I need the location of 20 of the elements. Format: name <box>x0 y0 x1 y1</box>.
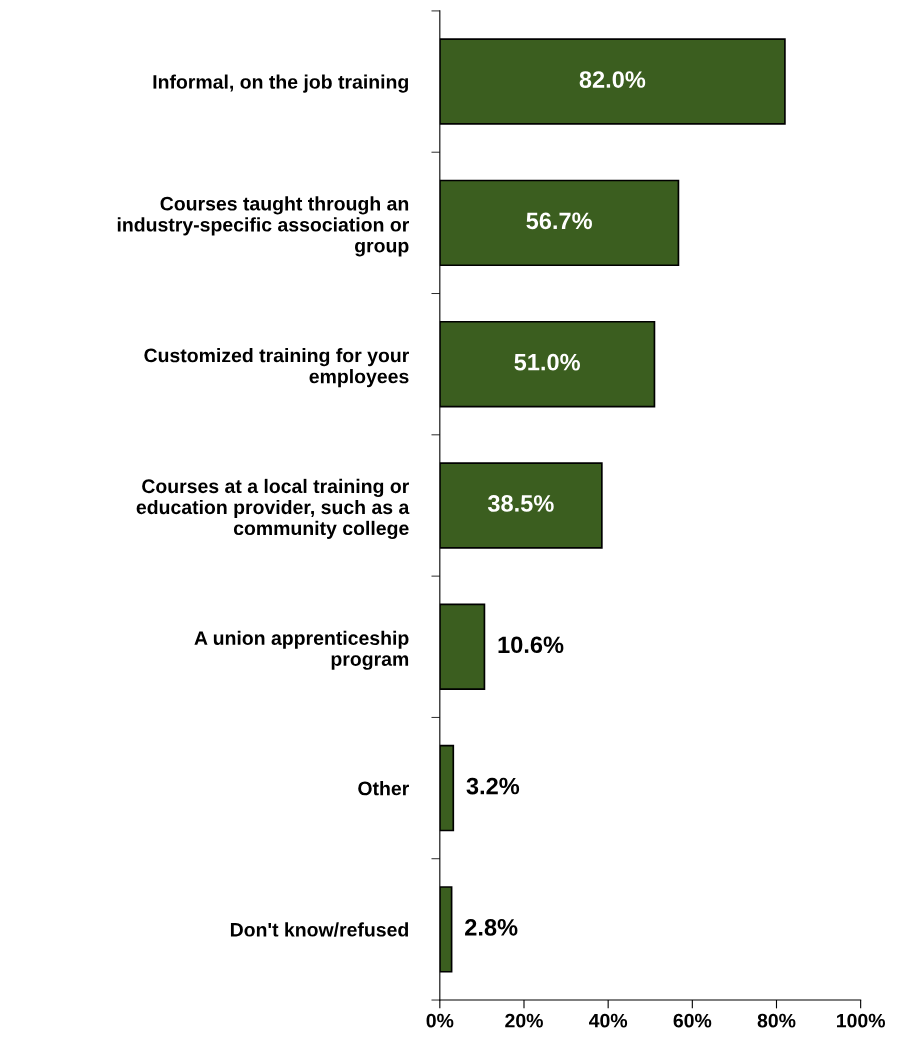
data-label: 82.0% <box>579 71 646 88</box>
x-tick-label: 40% <box>589 1013 628 1028</box>
data-label: 10.6% <box>498 636 564 654</box>
x-tick-label: 0% <box>426 1013 454 1028</box>
y-tick-label: Informal, on the job training <box>153 74 408 93</box>
y-tick-label: Customized training for your employees <box>144 348 409 388</box>
data-label: 38.5% <box>487 495 554 512</box>
y-tick-label: Courses at a local training or education provider, such as a community college <box>136 478 410 540</box>
x-tick-label: 20% <box>505 1013 543 1028</box>
x-tick-label: 60% <box>673 1013 712 1028</box>
y-tick-label: Don't know/refused <box>230 922 409 937</box>
data-label: 3.2% <box>466 777 520 795</box>
x-tick-label: 80% <box>757 1013 796 1028</box>
data-label: 56.7% <box>526 212 592 230</box>
data-label: 51.0% <box>514 353 580 371</box>
y-tick-label: Other <box>358 781 409 796</box>
data-label: 2.8% <box>465 919 518 936</box>
y-tick-label: Courses taught through an industry-specific association or group <box>117 196 410 257</box>
y-tick-label: A union apprenticeship program <box>194 630 409 670</box>
x-tick-label: 100% <box>837 1013 886 1028</box>
